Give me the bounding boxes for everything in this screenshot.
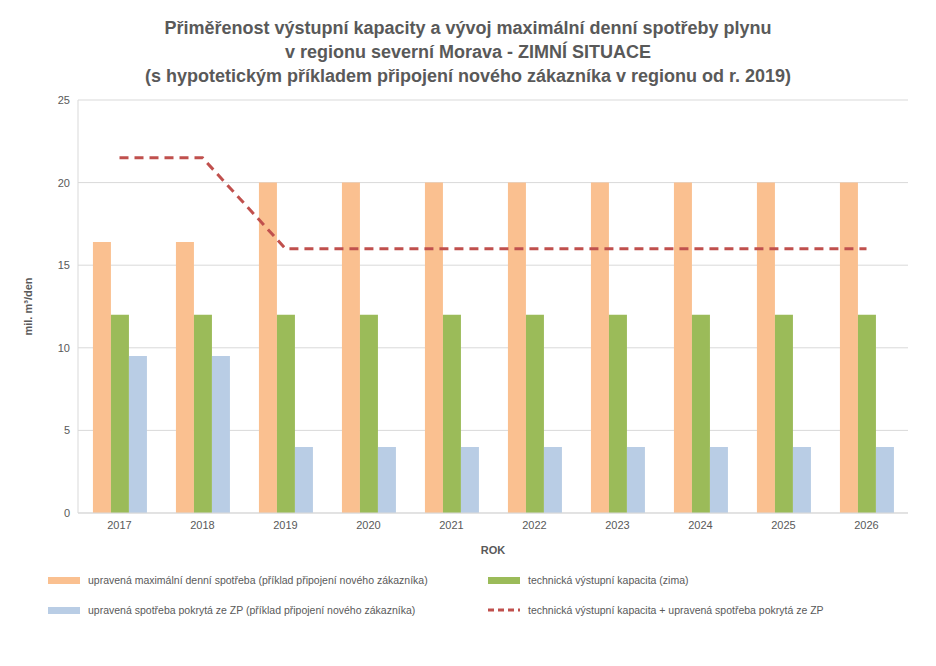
svg-text:20: 20 [58,177,70,189]
svg-text:2022: 2022 [522,519,546,531]
svg-text:2019: 2019 [273,519,297,531]
svg-text:0: 0 [64,507,70,519]
html-text:Přiměřenost výstupní kapacity: Přiměřenost výstupní kapacity a vývoj ma… [164,18,772,38]
svg-text:15: 15 [58,259,70,271]
svg-text:10: 10 [58,342,70,354]
svg-text:2018: 2018 [190,519,214,531]
svg-text:2020: 2020 [356,519,380,531]
svg-text:ROK: ROK [481,544,506,556]
svg-text:2021: 2021 [439,519,463,531]
svg-text:2017: 2017 [107,519,131,531]
html-text:upravená maximální denní spotř: upravená maximální denní spotřeba (příkl… [88,574,428,586]
svg-text:2025: 2025 [771,519,795,531]
svg-text:mil. m³/den: mil. m³/den [22,277,34,335]
html-text:technická výstupní kapacita (z: technická výstupní kapacita (zima) [528,574,689,586]
svg-text:2024: 2024 [688,519,712,531]
svg-text:2026: 2026 [854,519,878,531]
svg-text:2023: 2023 [605,519,629,531]
svg-text:25: 25 [58,94,70,106]
html-text:technická výstupní kapacita +: technická výstupní kapacita + upravená s… [528,604,824,616]
html-text:v regionu severní Morava - ZIM: v regionu severní Morava - ZIMNÍ SITUACE [285,42,651,62]
html-text:(s hypotetickým příkladem přip: (s hypotetickým příkladem připojení nové… [144,66,792,86]
svg-text:5: 5 [64,424,70,436]
html-text:upravená spotřeba pokrytá ze Z: upravená spotřeba pokrytá ze ZP (příklad… [88,604,416,616]
